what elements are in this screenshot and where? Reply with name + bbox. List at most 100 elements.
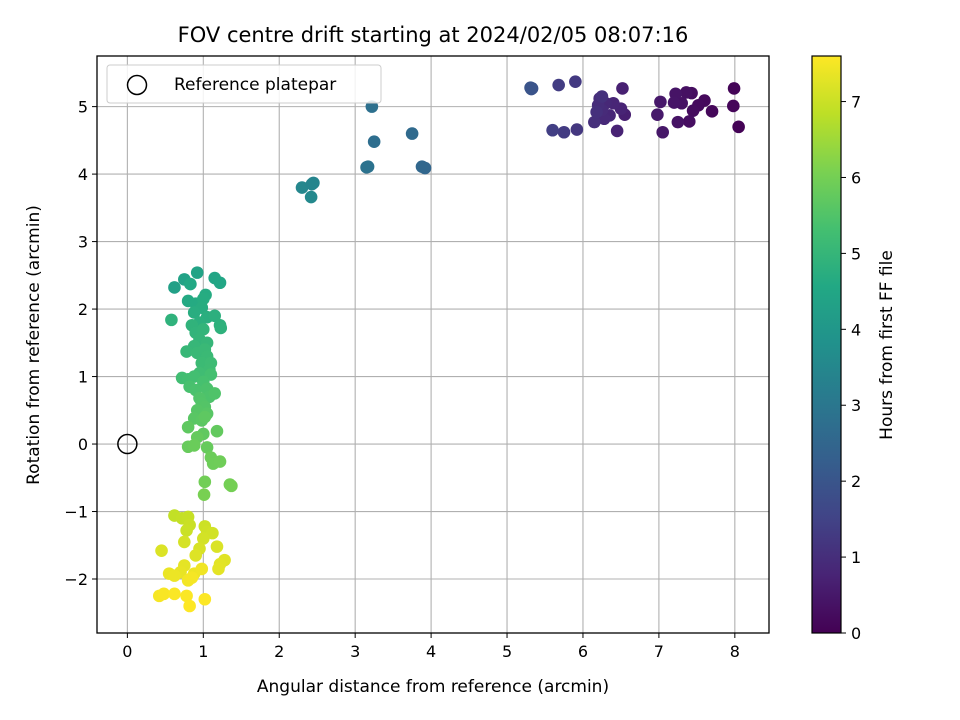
- data-point: [295, 181, 309, 194]
- data-point: [415, 160, 429, 173]
- y-tick-label: 5: [78, 98, 88, 117]
- x-axis-label: Angular distance from reference (arcmin): [257, 677, 609, 697]
- data-point: [157, 587, 171, 601]
- data-point: [198, 475, 212, 489]
- data-point: [165, 313, 178, 327]
- y-tick-label: 1: [78, 368, 88, 387]
- legend-marker-icon: [126, 74, 148, 96]
- data-point: [569, 75, 582, 88]
- x-tick-label: 7: [654, 642, 664, 661]
- data-point: [184, 277, 197, 291]
- colorbar-tick-label: 1: [851, 548, 861, 567]
- data-point: [361, 160, 375, 173]
- data-point: [208, 387, 221, 400]
- colorbar-tick-label: 2: [851, 472, 861, 491]
- data-point: [197, 323, 210, 336]
- colorbar-tick-label: 7: [851, 93, 861, 112]
- data-point: [682, 115, 696, 128]
- legend: Reference platepar: [106, 64, 382, 104]
- data-point: [405, 127, 419, 140]
- data-point: [727, 82, 741, 95]
- data-point: [180, 345, 193, 358]
- data-point: [610, 124, 624, 138]
- colorbar-tick-label: 5: [851, 244, 861, 263]
- data-point: [183, 599, 196, 613]
- data-point: [198, 592, 212, 606]
- data-point: [524, 81, 537, 95]
- data-point: [679, 86, 693, 99]
- data-point: [588, 115, 601, 129]
- axis-ticks: 0 1 2 3 4 5 6 7 8 −2 −1 0 1 2 3 4 5: [64, 98, 740, 661]
- data-point: [305, 177, 319, 191]
- data-point: [367, 135, 381, 149]
- x-tick-label: 1: [198, 642, 208, 661]
- plot-frame: [96, 55, 770, 634]
- x-tick-label: 6: [578, 642, 588, 661]
- legend-label: Reference platepar: [174, 75, 336, 95]
- x-tick-label: 0: [122, 642, 132, 661]
- y-tick-label: 3: [78, 233, 88, 252]
- data-point: [185, 571, 199, 584]
- data-point: [187, 439, 201, 452]
- colorbar-gradient: [811, 55, 842, 634]
- data-point: [168, 587, 181, 601]
- data-point: [213, 276, 227, 290]
- data-point: [210, 424, 224, 438]
- data-point: [197, 488, 211, 501]
- colorbar-tick-label: 6: [851, 168, 861, 187]
- chart-title: FOV centre drift starting at 2024/02/05 …: [178, 23, 689, 47]
- data-point: [212, 562, 225, 576]
- x-tick-label: 8: [730, 642, 740, 661]
- data-point: [181, 420, 195, 434]
- data-point: [197, 532, 210, 545]
- data-point: [210, 540, 224, 553]
- data-point: [187, 370, 201, 383]
- data-point: [213, 455, 227, 468]
- data-point: [168, 281, 181, 294]
- x-tick-label: 3: [350, 642, 360, 661]
- y-tick-label: 4: [78, 165, 88, 184]
- data-point: [214, 321, 228, 335]
- data-point: [178, 535, 191, 549]
- data-point: [590, 105, 603, 119]
- data-point: [616, 82, 629, 95]
- data-point: [552, 78, 565, 92]
- data-point: [187, 306, 201, 319]
- data-point: [727, 99, 740, 113]
- data-point: [180, 524, 193, 537]
- colorbar-tick-label: 0: [851, 624, 861, 643]
- x-tick-label: 2: [274, 642, 284, 661]
- data-point: [595, 90, 609, 103]
- x-tick-label: 5: [502, 642, 512, 661]
- y-tick-label: 0: [78, 435, 88, 454]
- colorbar-label: Hours from first FF file: [877, 250, 897, 440]
- data-point: [732, 120, 745, 134]
- y-axis-label: Rotation from reference (arcmin): [24, 205, 44, 485]
- colorbar: 0 1 2 3 4 5 6 7: [811, 55, 861, 643]
- data-point: [180, 589, 193, 603]
- y-tick-label: −2: [64, 570, 88, 589]
- x-tick-label: 4: [426, 642, 436, 661]
- data-point: [656, 125, 669, 139]
- legend-box: [106, 64, 382, 104]
- data-point: [155, 544, 168, 557]
- colorbar-tick-label: 4: [851, 320, 861, 339]
- colorbar-tick-label: 3: [851, 396, 861, 415]
- data-point: [671, 115, 685, 129]
- data-point: [686, 104, 700, 117]
- data-point: [190, 266, 204, 279]
- data-point: [195, 562, 209, 576]
- data-point: [189, 549, 203, 562]
- data-point: [570, 123, 584, 136]
- data-point: [208, 309, 221, 323]
- data-point: [705, 105, 719, 118]
- colorbar-ticks: 0 1 2 3 4 5 6 7: [841, 93, 861, 643]
- data-point: [198, 410, 212, 424]
- data-point: [667, 96, 681, 109]
- data-point: [200, 441, 214, 454]
- y-tick-label: −1: [64, 503, 88, 522]
- data-point: [546, 123, 559, 137]
- data-point: [651, 108, 664, 122]
- data-point: [168, 569, 181, 582]
